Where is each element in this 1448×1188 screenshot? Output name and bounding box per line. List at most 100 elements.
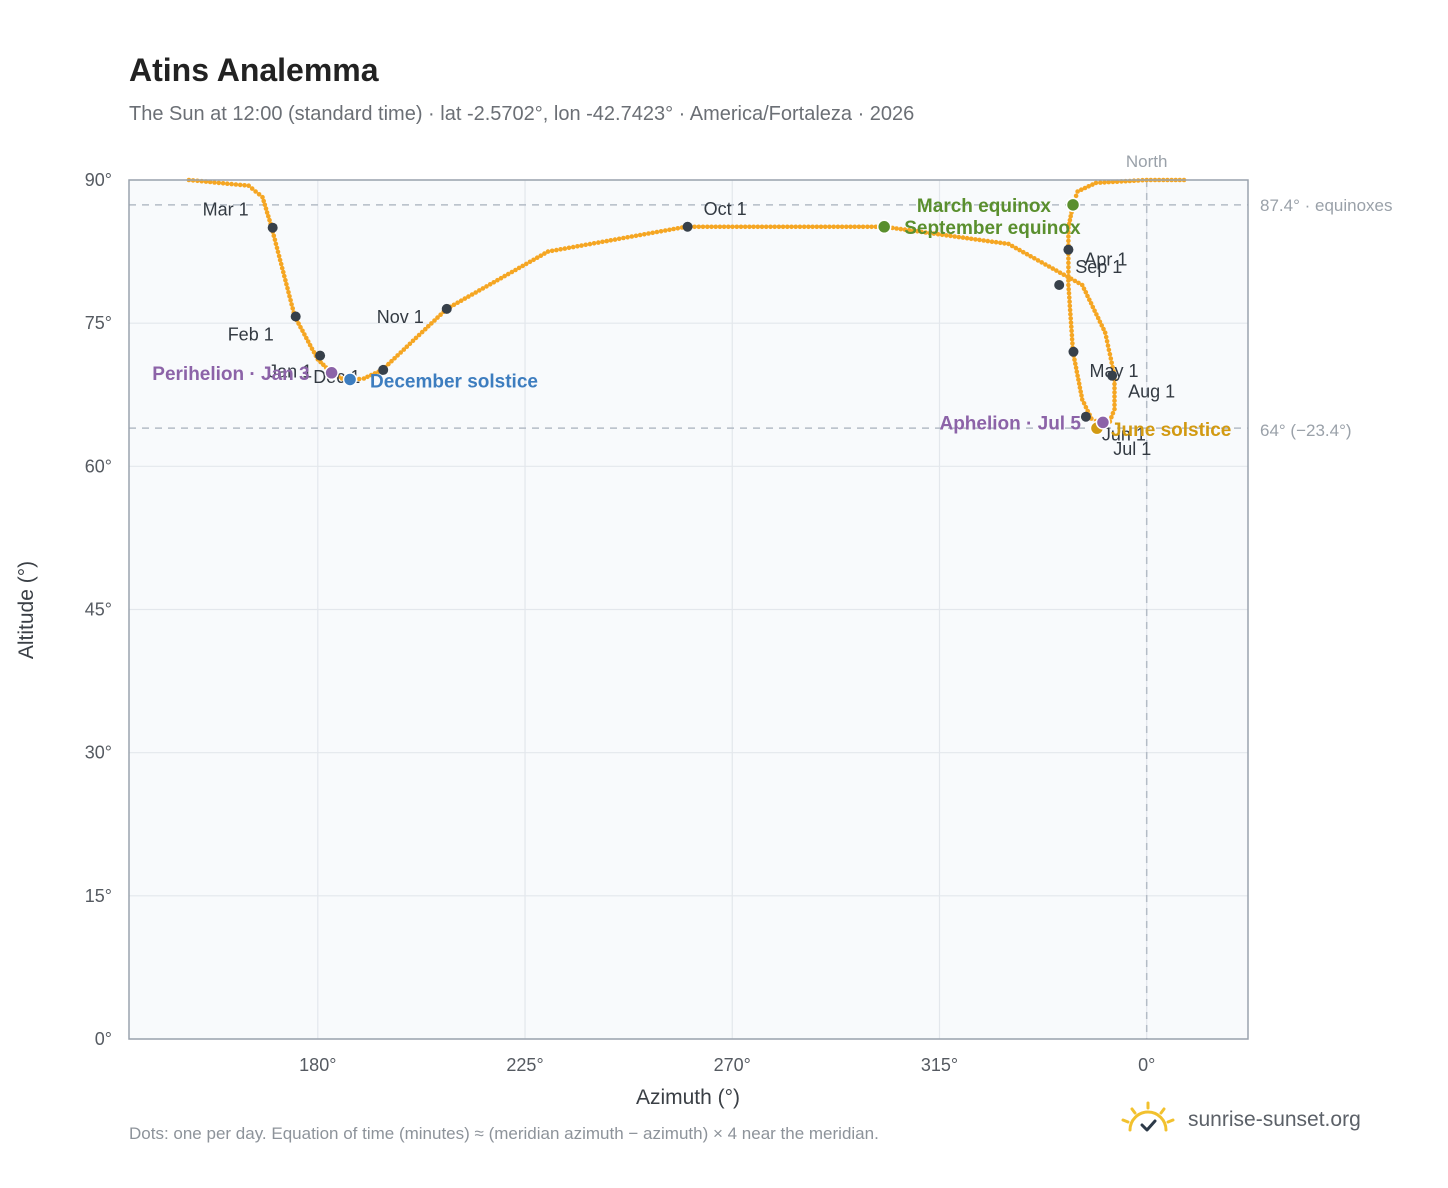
daily-dot [220,181,226,186]
daily-dot [195,178,200,184]
daily-dot [1107,351,1113,357]
daily-dot [274,245,280,251]
daily-dot [1086,184,1091,189]
daily-dot [768,224,773,230]
daily-dot [1104,339,1110,344]
brand-logo[interactable]: sunrise-sunset.org [1118,1100,1361,1140]
daily-dot [730,224,735,230]
sun-check-icon [1121,1101,1175,1132]
daily-dot [1078,389,1083,394]
daily-dot [1097,319,1103,325]
daily-dot [948,233,953,239]
daily-dot [283,277,288,283]
month-marker [1054,279,1065,290]
daily-dot [1095,315,1101,321]
daily-dot [1081,286,1087,292]
daily-dot [462,296,468,301]
y-tick-label: 45° [85,600,112,620]
event-label: Aphelion · Jul 5 [939,413,1081,434]
daily-dot [654,229,660,235]
month-marker [315,350,326,361]
daily-dot [1112,390,1117,395]
month-label: Jun 1 [1102,425,1146,445]
daily-dot [542,251,547,256]
month-label: Aug 1 [1128,382,1175,402]
daily-dot [993,239,999,245]
daily-dot [392,356,397,361]
daily-dot [1013,245,1019,251]
month-label: Oct 1 [704,199,747,219]
daily-dot [1066,273,1071,279]
daily-dot [304,335,309,341]
daily-dot [1106,179,1111,185]
daily-dot [1067,299,1072,305]
daily-dot [637,232,643,238]
daily-dot [1067,307,1073,313]
daily-dot [1072,357,1077,363]
y-axis-label: Altitude (°) [15,561,38,659]
daily-dot [910,228,916,234]
daily-dot [650,230,655,236]
daily-dot [1057,270,1063,276]
daily-dot [705,224,710,230]
daily-dot [827,224,832,230]
daily-dot [763,224,769,230]
daily-dot [973,237,978,242]
daily-dot [789,224,794,230]
daily-dot [852,224,857,230]
daily-dot [1068,311,1073,317]
daily-dot [721,224,727,230]
footnote: Dots: one per day. Equation of time (min… [129,1124,879,1143]
daily-dot [566,245,572,251]
solstice-altitude-label: 64° (−23.4°) [1260,421,1352,440]
daily-dot [266,214,271,219]
daily-dot [1083,404,1089,410]
daily-dot [1112,394,1117,399]
daily-dot [1112,406,1117,412]
daily-dot [289,302,294,307]
daily-dot [642,232,647,237]
daily-dot [1102,330,1108,336]
daily-dot [263,206,269,211]
daily-dot [534,255,540,260]
daily-dot [696,224,702,230]
daily-dot [734,224,740,230]
month-marker [1068,346,1079,357]
daily-dot [751,224,756,230]
y-tick-label: 15° [85,886,112,906]
daily-dot [1105,343,1111,348]
daily-dot [1069,332,1075,338]
daily-dot [368,372,374,378]
daily-dot [806,224,811,230]
daily-dot [964,235,970,241]
daily-dot [516,265,522,271]
event-marker [1065,197,1081,213]
daily-dot [1069,337,1075,342]
daily-dot [1002,241,1007,246]
daily-dot [1043,262,1048,267]
daily-dot [759,224,765,230]
daily-dot [583,242,588,248]
daily-dot [633,233,639,239]
daily-dot [505,271,511,277]
daily-dot [267,217,272,223]
daily-dot [717,224,723,230]
daily-dot [1073,361,1078,367]
daily-dot [1110,364,1115,370]
daily-dot [305,339,311,344]
chart-subtitle: The Sun at 12:00 (standard time) · lat -… [129,103,915,125]
chart-title: Atins Analemma [129,52,379,88]
daily-dot [1072,278,1078,284]
month-marker [1063,244,1074,255]
daily-dot [713,224,718,230]
daily-dot [1073,193,1079,199]
daily-dot [300,328,305,334]
daily-dot [596,240,601,245]
daily-dot [416,332,422,338]
daily-dot [931,231,937,236]
daily-dot [480,286,486,291]
daily-dot [410,338,416,344]
daily-dot [284,281,289,287]
daily-dot [1076,381,1082,386]
axis-ticks: 180° 225° 270° 315° 0° 0° 15° 30° 45° 60° 75° 90° [85,170,1156,1075]
